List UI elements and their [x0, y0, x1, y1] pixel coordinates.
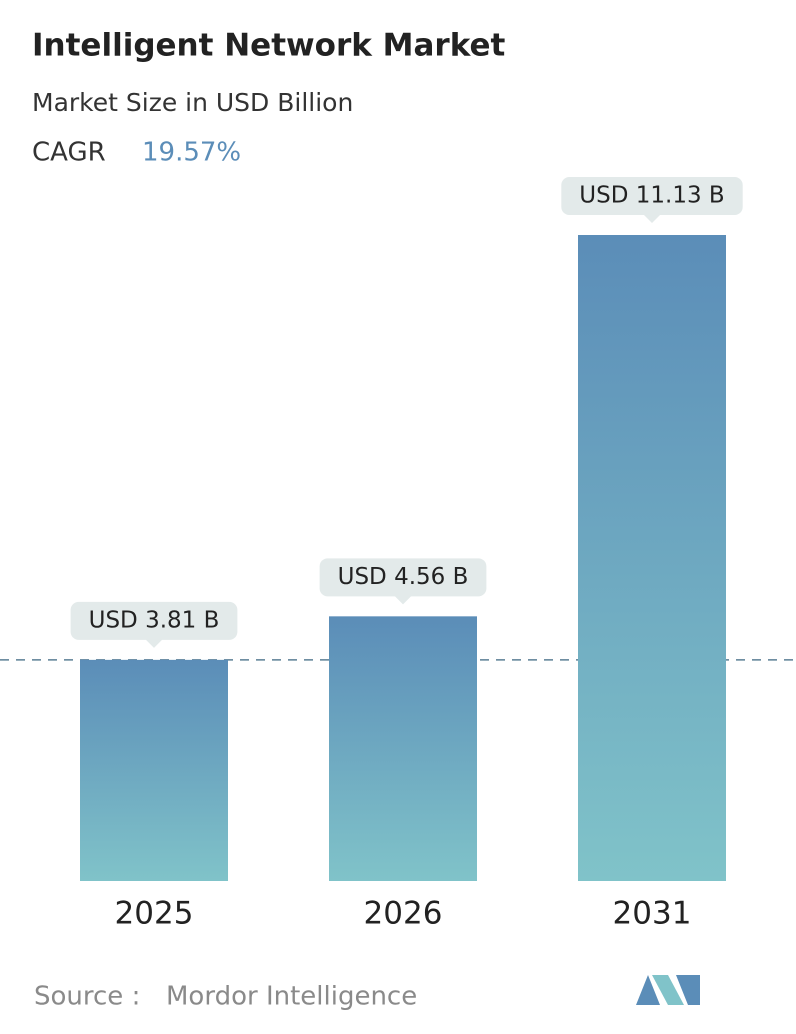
logo	[636, 975, 700, 1005]
callout-box	[319, 558, 487, 597]
cagr-label: CAGR	[32, 138, 106, 168]
callout-box	[70, 601, 238, 640]
value-callout: USD 3.81 B	[70, 601, 238, 648]
value-label: USD 11.13 B	[579, 183, 724, 209]
value-label: USD 3.81 B	[89, 607, 220, 633]
callout-pointer	[643, 214, 661, 223]
cagr-value: 19.57%	[142, 138, 241, 168]
source: Mordor Intelligence	[166, 982, 417, 1012]
callout-box	[561, 177, 743, 215]
chart-title: Intelligent Network Market	[32, 28, 506, 64]
value-label: USD 4.56 B	[338, 564, 469, 590]
bar	[578, 235, 726, 881]
chart-subtitle: Market Size in USD Billion	[32, 88, 353, 117]
value-callout: USD 11.13 B	[561, 177, 743, 223]
bar	[329, 616, 477, 881]
bar	[80, 659, 228, 881]
source-label: Source :	[34, 982, 140, 1012]
callout-pointer	[145, 638, 163, 648]
x-tick-label: 2031	[613, 896, 692, 932]
x-tick-label: 2026	[364, 896, 443, 932]
callout-pointer	[394, 595, 412, 605]
x-tick-label: 2025	[115, 896, 194, 932]
value-callout: USD 4.56 B	[319, 558, 487, 605]
